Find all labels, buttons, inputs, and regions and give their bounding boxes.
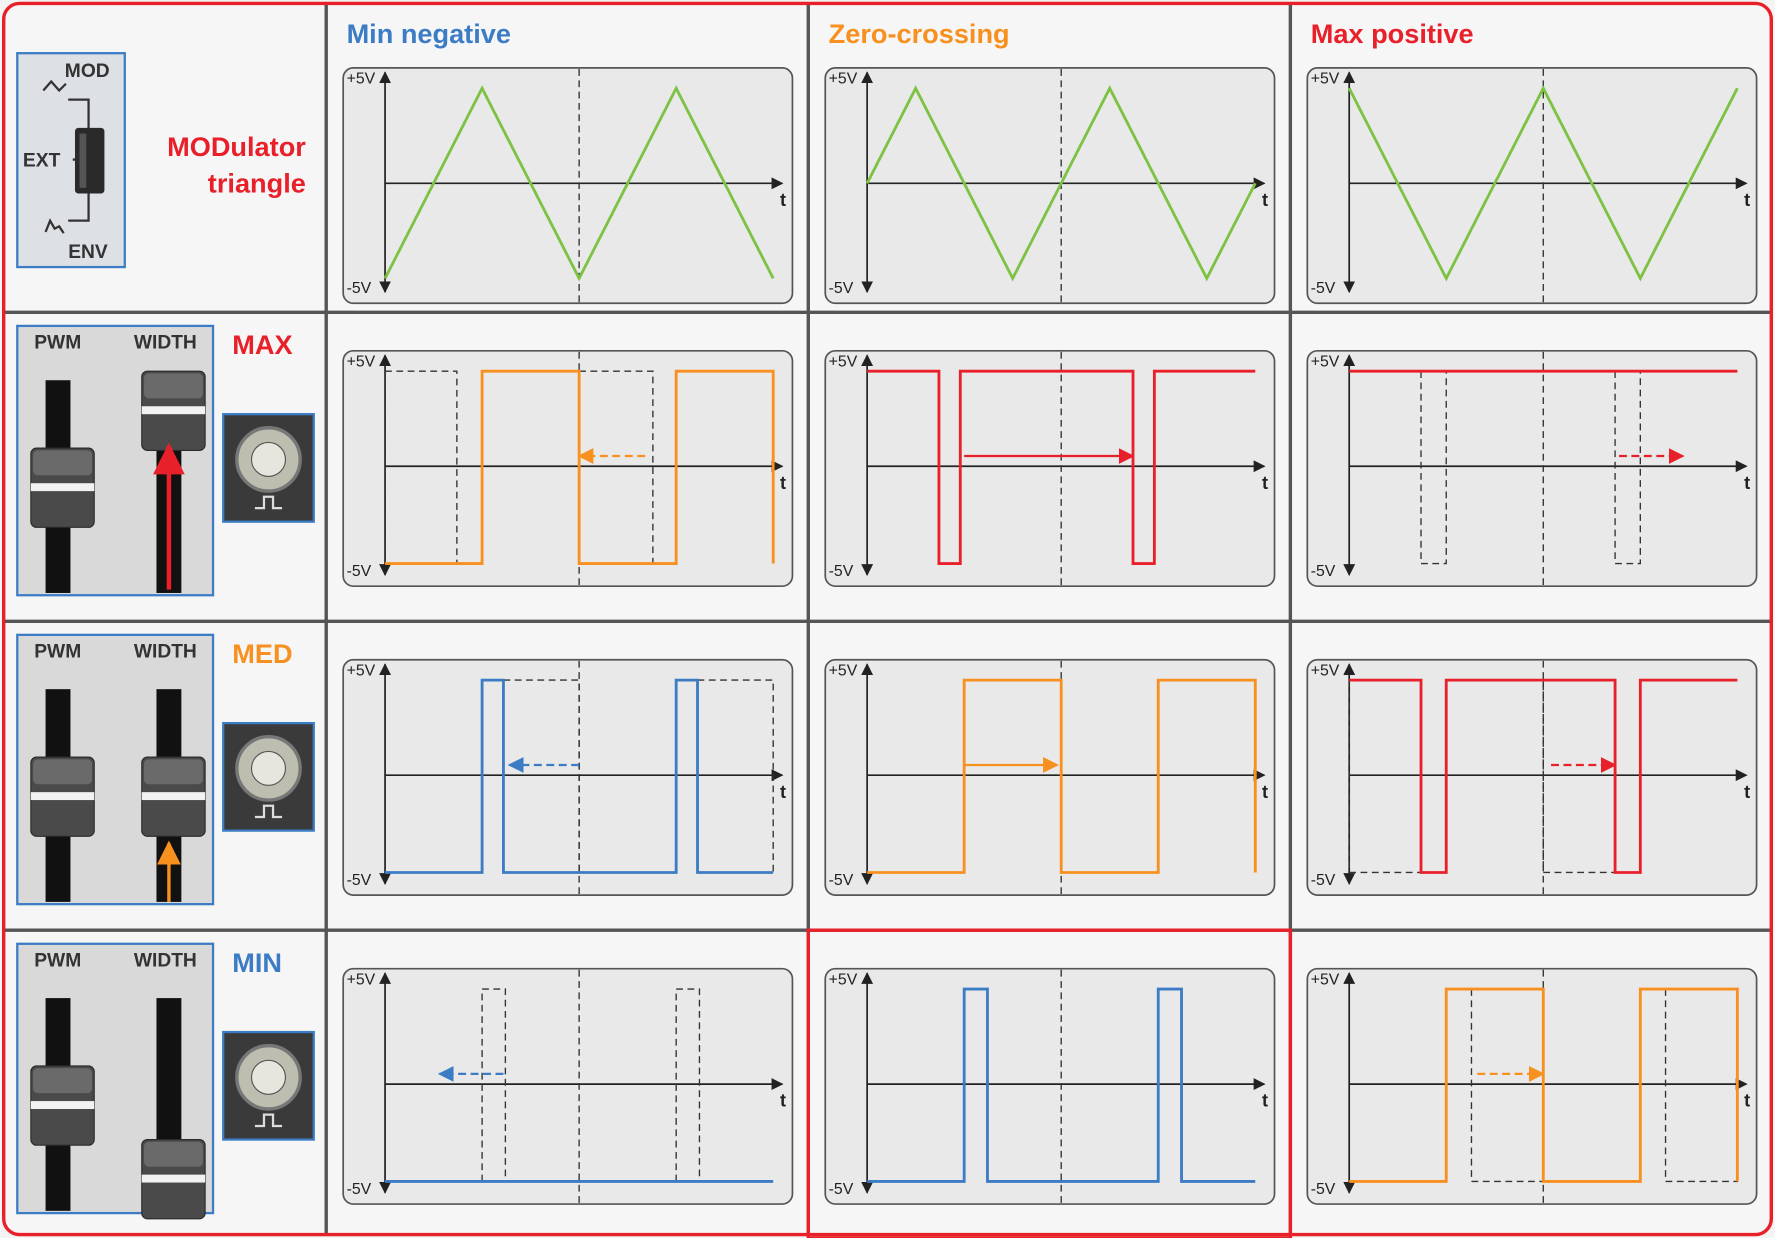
axis-label: +5V (347, 663, 376, 680)
fader-cap-top (33, 759, 92, 784)
plot-frame (825, 660, 1274, 895)
fader-cap-top (33, 450, 92, 475)
fader-label: WIDTH (134, 333, 197, 354)
axis-label: +5V (347, 71, 376, 88)
page: Min negative Zero-crossing Max positive MOD… (0, 0, 1775, 1238)
fader-cap-stripe (31, 792, 94, 800)
axis-label: -5V (829, 1181, 854, 1198)
axis-label: +5V (1311, 354, 1340, 371)
plot-frame (343, 660, 792, 895)
fader-label: PWM (34, 333, 81, 354)
axis-label: -5V (1311, 1181, 1336, 1198)
plot-frame (825, 969, 1274, 1204)
axis-label: -5V (347, 280, 372, 297)
fader-cap-top (144, 759, 203, 784)
fader-cap-stripe (142, 1175, 205, 1183)
switch-lever (75, 128, 104, 194)
axis-label: t (780, 1091, 786, 1111)
fader-cap-stripe (31, 1101, 94, 1109)
axis-label: +5V (347, 354, 376, 371)
axis-label: -5V (829, 872, 854, 889)
axis-label: +5V (1311, 71, 1340, 88)
fader-label: WIDTH (134, 950, 197, 971)
plot-frame (825, 351, 1274, 586)
fader-cap-top (33, 1068, 92, 1093)
axis-label: -5V (347, 872, 372, 889)
fader-cap-stripe (142, 406, 205, 414)
axis-label: t (1744, 473, 1750, 493)
axis-label: -5V (1311, 563, 1336, 580)
axis-label: t (1744, 190, 1750, 210)
axis-label: +5V (1311, 663, 1340, 680)
axis-label: t (780, 782, 786, 802)
fader-cap-top (144, 373, 203, 398)
axis-label: -5V (1311, 872, 1336, 889)
axis-label: -5V (1311, 280, 1336, 297)
switch-lever-shine (80, 134, 87, 188)
fader-label: WIDTH (134, 641, 197, 662)
fader-cap-stripe (31, 483, 94, 491)
row-label: MAX (232, 329, 292, 360)
plot-frame (343, 351, 792, 586)
plot-frame (1307, 351, 1756, 586)
axis-label: -5V (829, 280, 854, 297)
switch-label: ENV (68, 242, 108, 263)
axis-label: t (1744, 1091, 1750, 1111)
axis-label: t (1262, 1091, 1268, 1111)
knob-center (252, 1060, 286, 1094)
axis-label: +5V (829, 71, 858, 88)
axis-label: +5V (1311, 972, 1340, 989)
axis-label: +5V (829, 663, 858, 680)
axis-label: t (780, 473, 786, 493)
plot-frame (343, 969, 792, 1204)
axis-label: -5V (829, 563, 854, 580)
column-header: Zero-crossing (829, 18, 1010, 49)
switch-label: MOD (65, 61, 110, 82)
plot-frame (825, 68, 1274, 303)
axis-label: -5V (347, 1181, 372, 1198)
column-header: Max positive (1311, 18, 1474, 49)
axis-label: +5V (829, 972, 858, 989)
fader-label: PWM (34, 641, 81, 662)
plot-frame (1307, 660, 1756, 895)
axis-label: t (1744, 782, 1750, 802)
row-label: MIN (232, 947, 282, 978)
axis-label: t (1262, 782, 1268, 802)
knob-center (252, 442, 286, 476)
knob-center (252, 751, 286, 785)
axis-label: -5V (347, 563, 372, 580)
diagram: Min negative Zero-crossing Max positive MOD… (0, 0, 1775, 1238)
fader-cap-stripe (142, 792, 205, 800)
axis-label: +5V (347, 972, 376, 989)
row-label: MED (232, 638, 292, 669)
axis-label: t (780, 190, 786, 210)
column-header: Min negative (347, 18, 511, 49)
row-label: MODulator (167, 131, 306, 162)
fader-label: PWM (34, 950, 81, 971)
fader-cap-top (144, 1142, 203, 1167)
axis-label: t (1262, 190, 1268, 210)
row-label: triangle (208, 167, 306, 198)
axis-label: +5V (829, 354, 858, 371)
axis-label: t (1262, 473, 1268, 493)
switch-label: EXT (23, 150, 61, 171)
plot-frame (1307, 969, 1756, 1204)
